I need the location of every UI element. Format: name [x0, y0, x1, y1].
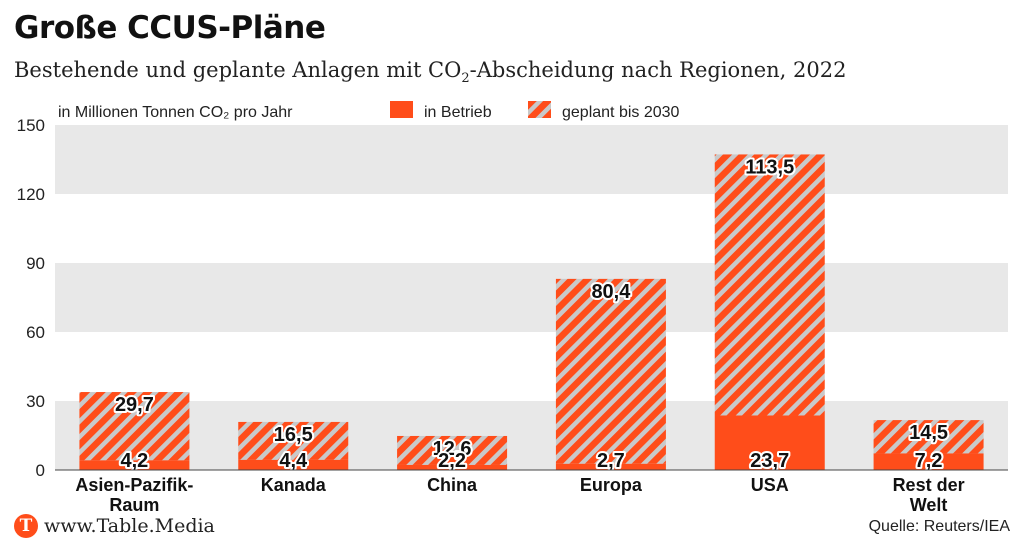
logo-text: www.Table.Media [44, 515, 215, 537]
bar-planned [238, 421, 349, 460]
bar-operating [79, 460, 190, 470]
data-label-operating: 23,7 [750, 450, 789, 472]
data-label-operating: 4,2 [121, 450, 149, 472]
y-tick-label: 120 [17, 185, 45, 204]
bar-planned [555, 278, 666, 464]
logo-icon: T [14, 514, 38, 538]
bar-planned [79, 392, 190, 461]
subtitle-subscript: 2 [461, 71, 470, 87]
x-category-label: Europa [580, 475, 643, 495]
x-category-label: Welt [910, 495, 948, 515]
chart-subtitle: Bestehende und geplante Anlagen mit CO2-… [14, 58, 846, 86]
data-label-operating: 2,2 [438, 450, 466, 472]
y-tick-label: 30 [26, 392, 45, 411]
chart-title: Große CCUS-Pläne [14, 10, 326, 46]
y-axis-unit-label: in Millionen Tonnen CO₂ pro Jahr [58, 104, 293, 121]
bar-operating [714, 415, 825, 470]
data-label-operating: 7,2 [915, 450, 943, 472]
data-label-operating: 4,4 [279, 450, 308, 472]
subtitle-text-start: Bestehende und geplante Anlagen mit CO [14, 58, 462, 82]
x-category-label: USA [751, 475, 789, 495]
bar-planned [714, 154, 825, 416]
data-label-planned: 12,6 [433, 438, 472, 460]
source-note: Quelle: Reuters/IEA [868, 518, 1010, 535]
data-label-planned: 14,5 [909, 422, 948, 444]
x-category-label: Asien-Pazifik- [75, 475, 193, 495]
legend-label-operating: in Betrieb [424, 104, 492, 121]
data-label-operating: 2,7 [597, 450, 625, 472]
legend-swatch-planned [528, 101, 551, 118]
y-tick-label: 0 [36, 461, 45, 480]
grid-band [55, 263, 1008, 332]
x-category-label: Kanada [261, 475, 327, 495]
bar-operating [873, 453, 984, 470]
table-media-logo[interactable]: T www.Table.Media [14, 514, 215, 538]
y-tick-label: 90 [26, 254, 45, 273]
bar-operating [555, 463, 666, 470]
bar-operating [397, 464, 508, 470]
grid-band [55, 125, 1008, 194]
data-label-planned: 29,7 [115, 394, 154, 416]
data-label-planned: 80,4 [591, 281, 631, 303]
x-category-label: Raum [109, 495, 159, 515]
x-category-label: China [427, 475, 478, 495]
bar-planned [397, 435, 508, 465]
legend-swatch-operating [390, 101, 413, 118]
legend-label-planned: geplant bis 2030 [562, 104, 680, 121]
grid-band [55, 401, 1008, 470]
y-tick-label: 150 [17, 116, 45, 135]
bar-planned [873, 420, 984, 454]
y-tick-label: 60 [26, 323, 45, 342]
x-category-label: Rest der [893, 475, 965, 495]
data-label-planned: 16,5 [274, 424, 313, 446]
data-label-planned: 113,5 [745, 156, 794, 178]
bar-operating [238, 459, 349, 470]
subtitle-text-end: -Abscheidung nach Regionen, 2022 [469, 58, 847, 82]
